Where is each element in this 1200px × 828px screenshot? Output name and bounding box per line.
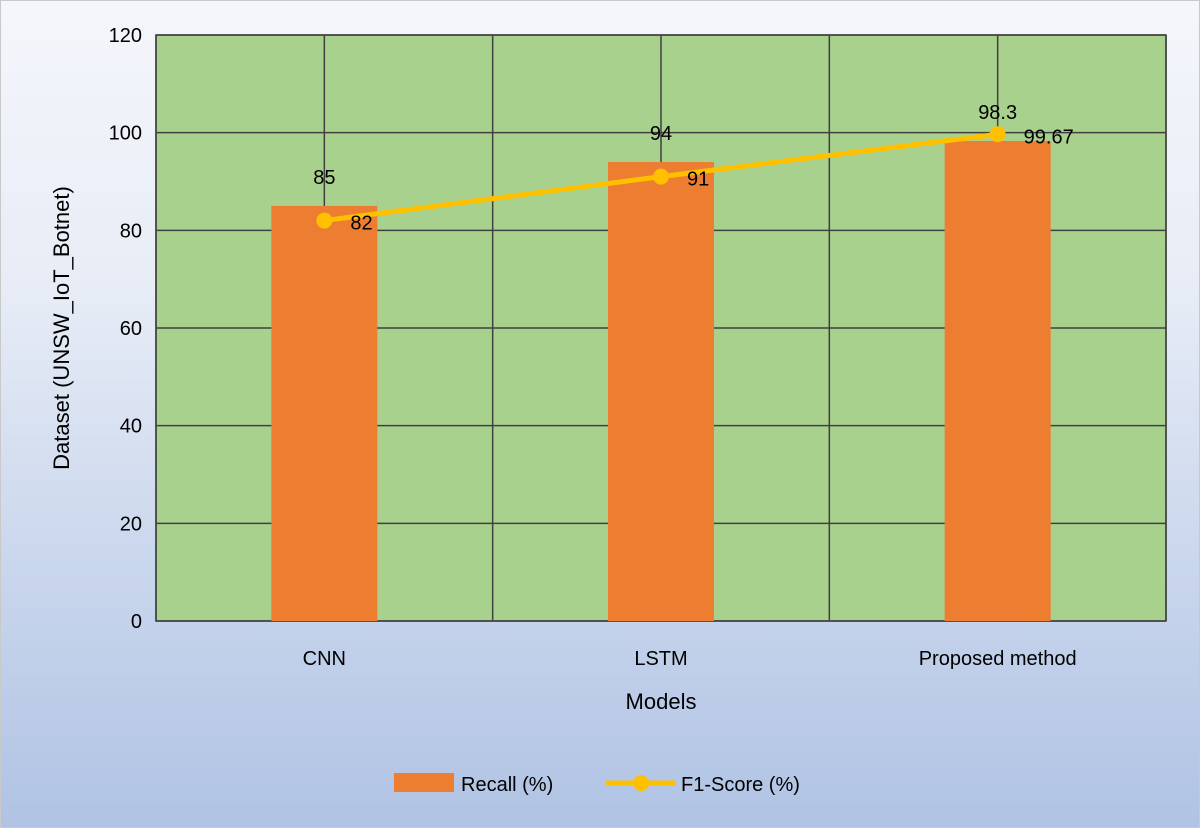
- y-tick-label: 40: [120, 416, 142, 438]
- legend-label-f1-score: F1-Score (%): [681, 774, 800, 796]
- x-axis-title: Models: [626, 689, 697, 714]
- y-tick-label: 120: [109, 25, 142, 47]
- legend-swatch-recall: [394, 773, 454, 792]
- y-tick-label: 20: [120, 513, 142, 535]
- data-labels: 85 94 98.3 82 91 99.67: [313, 102, 1074, 235]
- y-tick-label: 60: [120, 318, 142, 340]
- f1-score-line: [316, 126, 1006, 229]
- x-tick-label: LSTM: [634, 648, 687, 670]
- x-tick-label: CNN: [303, 648, 346, 670]
- f1-score-point: [653, 168, 669, 185]
- f1-score-point: [989, 126, 1006, 143]
- x-tick-label: Proposed method: [919, 648, 1077, 670]
- legend-swatch-f1-marker: [633, 775, 649, 791]
- data-label-recall: 98.3: [978, 102, 1017, 124]
- y-axis: 0 20 40 60 80 100 120: [109, 25, 142, 633]
- y-axis-title: Dataset (UNSW_IoT_Botnet): [49, 186, 74, 470]
- y-tick-label: 100: [109, 123, 142, 145]
- bar-recall: [944, 140, 1051, 622]
- bar-recall: [608, 161, 714, 621]
- y-tick-label: 0: [131, 611, 142, 633]
- data-label-f1-score: 82: [350, 213, 372, 235]
- data-label-recall: 94: [650, 123, 672, 145]
- recall-bars: [271, 140, 1051, 622]
- legend-label-recall: Recall (%): [461, 774, 553, 796]
- y-tick-label: 80: [120, 220, 142, 242]
- legend: Recall (%) F1-Score (%): [394, 773, 800, 796]
- x-axis: CNN LSTM Proposed method: [303, 648, 1077, 670]
- f1-score-point: [316, 212, 333, 229]
- data-label-recall: 85: [313, 167, 335, 189]
- data-label-f1-score: 91: [687, 169, 709, 191]
- bar-recall: [271, 205, 378, 621]
- data-label-f1-score: 99.67: [1024, 126, 1074, 148]
